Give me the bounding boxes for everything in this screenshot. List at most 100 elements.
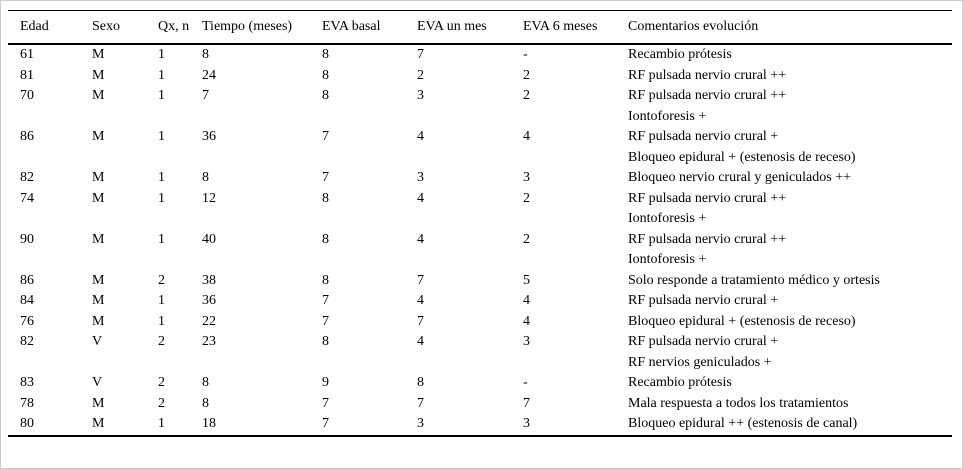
table-cell: M	[92, 170, 105, 185]
table-cell: 7	[523, 395, 530, 411]
table-cell: 5	[523, 272, 530, 288]
table-row: 80 M 1 18 7 3 3 Bloqueo epidural ++ (estenosis …	[8, 414, 952, 436]
table-cell: M	[92, 416, 105, 431]
comment-line: RF pulsada nervio crural ++	[628, 88, 787, 103]
table-row: 76 M 1 22 7 7 4 Bloqueo epidural + (estenosis d…	[8, 312, 952, 333]
table-cell: 81	[20, 67, 34, 83]
table-cell: 1	[158, 88, 165, 103]
table-cell: 8	[322, 47, 329, 62]
table-cell: 86	[20, 272, 34, 288]
comment-line: Bloqueo epidural + (estenosis de receso)	[628, 149, 856, 165]
table-cell: 4	[523, 129, 530, 144]
comment-line: Recambio prótesis	[628, 375, 732, 390]
table-cell: 38	[202, 272, 216, 288]
table-cell: 1	[158, 129, 165, 144]
table-cell: 2	[158, 375, 165, 390]
table-cell: 4	[523, 313, 530, 329]
table-cell: 2	[523, 67, 530, 83]
table-cell: 23	[202, 334, 216, 349]
table-cell: 7	[322, 129, 329, 144]
table-cell: M	[92, 272, 105, 288]
table-cell: M	[92, 67, 105, 83]
table-row: 78 M 2 8 7 7 7 Mala respuesta a todos los trata…	[8, 394, 952, 415]
comment-line: RF pulsada nervio crural ++	[628, 231, 787, 247]
table-cell: -	[523, 375, 528, 390]
header-row: Edad Sexo Qx, n Tiempo (meses) EVA basal EVA …	[8, 10, 952, 45]
column-header: Sexo	[92, 10, 158, 45]
comment-line: Mala respuesta a todos los tratamientos	[628, 395, 849, 411]
comment-line: RF pulsada nervio crural +	[628, 293, 779, 308]
table-cell: 8	[322, 334, 329, 349]
comment-cell: RF pulsada nervio crural +	[628, 291, 952, 312]
comment-line: Iontoforesis +	[628, 108, 707, 124]
comment-line: Bloqueo epidural + (estenosis de receso)	[628, 313, 856, 329]
table-cell: M	[92, 395, 105, 411]
comment-cell: RF pulsada nervio crural + Bloqueo epidur…	[628, 127, 952, 168]
comment-line: RF pulsada nervio crural +	[628, 129, 779, 144]
table-cell: 18	[202, 416, 216, 431]
comment-cell: Solo responde a tratamiento médico y ort…	[628, 271, 952, 292]
table-row: 74 M 1 12 8 4 2 RF pulsada nervio crural ++ Iont…	[8, 189, 952, 230]
table-cell: 7	[322, 416, 329, 431]
table-cell: 84	[20, 293, 34, 308]
table-cell: 1	[158, 231, 165, 247]
table-cell: M	[92, 47, 105, 62]
table-body: 61 M 1 8 8 7- Recambio prótesis 81 M 1 24 8 2 2 RF pul…	[8, 44, 952, 436]
table-cell: 4	[417, 129, 424, 144]
table-cell: 8	[202, 47, 209, 62]
table-cell: M	[92, 190, 105, 206]
column-header: Qx, n	[158, 10, 202, 45]
table-cell: M	[92, 293, 105, 308]
table-cell: 76	[20, 313, 34, 329]
table-cell: 8	[417, 375, 424, 390]
table-head: Edad Sexo Qx, n Tiempo (meses) EVA basal EVA …	[8, 10, 952, 45]
comment-line: Bloqueo nervio crural y geniculados ++	[628, 170, 852, 185]
table-cell: 2	[158, 272, 165, 288]
comment-cell: Bloqueo epidural ++ (estenosis de canal)	[628, 414, 952, 436]
table-row: 61 M 1 8 8 7 - Recambio prótesis	[8, 44, 952, 66]
table-cell: 2	[158, 334, 165, 349]
table-cell: 22	[202, 313, 216, 329]
table-cell: 7	[417, 395, 424, 411]
column-header: Tiempo (meses)	[202, 10, 322, 45]
table-cell: M	[92, 88, 105, 103]
table-cell: 80	[20, 416, 34, 431]
table-cell: 1	[158, 416, 165, 431]
comment-cell: Bloqueo nervio crural y geniculados ++	[628, 168, 952, 189]
table-row: 84 M 1 36 7 4 4 RF pulsada nervio crural +	[8, 291, 952, 312]
table-cell: 3	[523, 334, 530, 349]
table-cell: M	[92, 129, 105, 144]
table-row: 86 M 1 36 7 4 4 RF pulsada nervio crural + Bloqu…	[8, 127, 952, 168]
table-cell: 4	[523, 293, 530, 308]
comment-cell: RF pulsada nervio crural ++ Iontoforesis …	[628, 230, 952, 271]
table-cell: 83	[20, 375, 34, 390]
column-header: EVA basal	[322, 10, 417, 45]
table-cell: 4	[417, 334, 424, 349]
comment-cell: RF pulsada nervio crural ++ Iontoforesis …	[628, 86, 952, 127]
table-cell: 78	[20, 395, 34, 411]
patients-table: Edad Sexo Qx, n Tiempo (meses) EVA basal EVA …	[8, 10, 952, 437]
comment-cell: Bloqueo epidural + (estenosis de receso)	[628, 312, 952, 333]
table-cell: 2	[523, 231, 530, 247]
comment-line: Solo responde a tratamiento médico y ort…	[628, 272, 880, 288]
table-row: 70 M 1 7 8 3 2 RF pulsada nervio crural ++ Ionto…	[8, 86, 952, 127]
table-cell: 7	[417, 313, 424, 329]
comment-line: RF pulsada nervio crural ++	[628, 190, 787, 206]
table-cell: 2	[523, 88, 530, 103]
table-row: 81 M 1 24 8 2 2 RF pulsada nervio crural ++	[8, 66, 952, 87]
table-cell: 8	[322, 272, 329, 288]
comment-cell: Mala respuesta a todos los tratamientos	[628, 394, 952, 415]
comment-line: Bloqueo epidural ++ (estenosis de canal)	[628, 416, 858, 431]
table-cell: 7	[322, 313, 329, 329]
table-cell: 1	[158, 313, 165, 329]
table-cell: 8	[322, 88, 329, 103]
comment-cell: Recambio prótesis	[628, 44, 952, 66]
comment-cell: RF pulsada nervio crural ++	[628, 66, 952, 87]
table-cell: 9	[322, 375, 329, 390]
comment-cell: RF pulsada nervio crural + RF nervios gen…	[628, 332, 952, 373]
table-cell: -	[523, 47, 528, 62]
table-cell: V	[92, 375, 103, 390]
table-cell: 8	[322, 231, 329, 247]
table-cell: 90	[20, 231, 34, 247]
column-header: EVA un mes	[417, 10, 523, 45]
